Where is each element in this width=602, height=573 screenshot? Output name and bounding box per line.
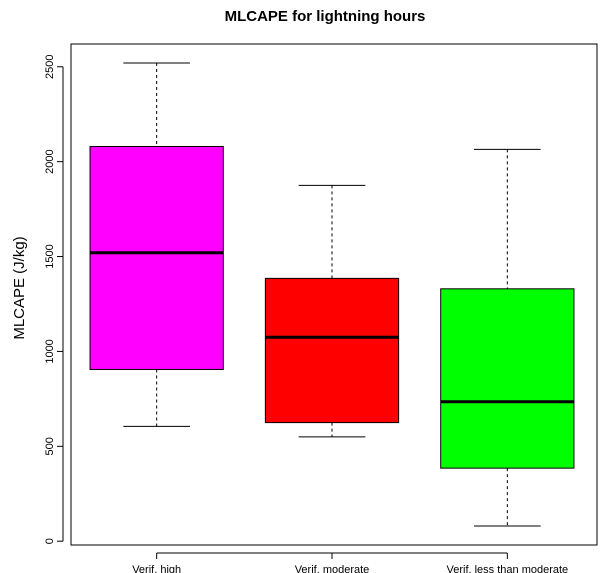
box-3 — [440, 148, 575, 527]
y-tick-label: 0 — [44, 538, 56, 544]
iqr-box — [89, 145, 224, 370]
y-axis-label: MLCAPE (J/kg) — [11, 236, 28, 339]
y-tick-label: 1000 — [44, 339, 56, 363]
box-2 — [264, 184, 400, 438]
box-1 — [89, 62, 224, 427]
x-category-label: Verif. moderate — [295, 564, 370, 573]
boxes-group — [89, 62, 575, 527]
y-axis: 0 500 1000 1500 2000 2500 — [44, 55, 64, 544]
y-tick-label: 1500 — [44, 244, 56, 268]
iqr-box — [440, 288, 575, 469]
iqr-box — [264, 277, 400, 424]
plot-area-frame — [70, 43, 598, 546]
y-tick-label: 2500 — [44, 55, 56, 79]
y-tick-label: 500 — [44, 437, 56, 455]
x-category-label: Verif. high — [132, 564, 181, 573]
chart-title: MLCAPE for lightning hours — [225, 8, 426, 25]
x-axis: Verif. high Verif. moderate Verif. less th… — [132, 552, 568, 573]
y-tick-label: 2000 — [44, 149, 56, 173]
x-category-label: Verif. less than moderate — [446, 564, 568, 573]
